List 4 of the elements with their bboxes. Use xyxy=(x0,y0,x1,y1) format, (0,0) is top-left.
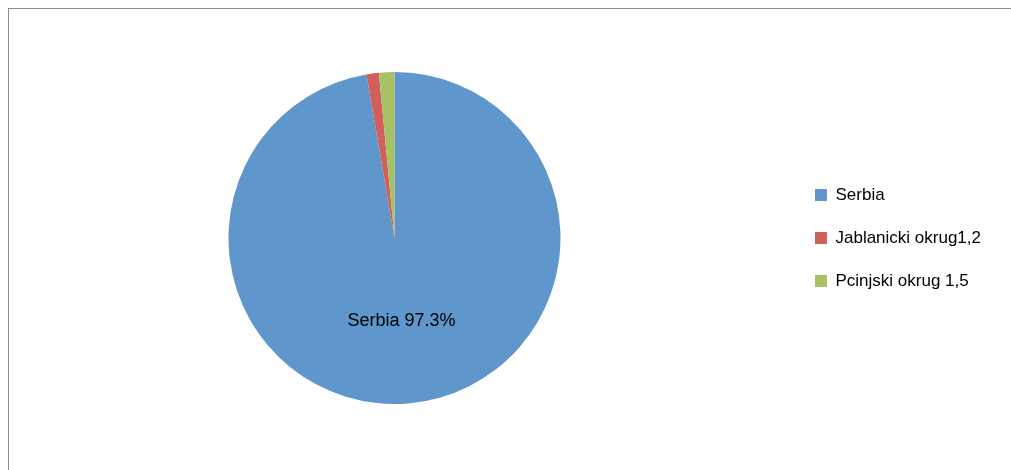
legend-label: Pcinjski okrug 1,5 xyxy=(835,270,969,290)
legend-label: Serbia xyxy=(835,184,886,204)
legend-label: Jablanicki okrug1,2 xyxy=(835,227,981,247)
data-label: Serbia 97.3% xyxy=(347,309,456,330)
